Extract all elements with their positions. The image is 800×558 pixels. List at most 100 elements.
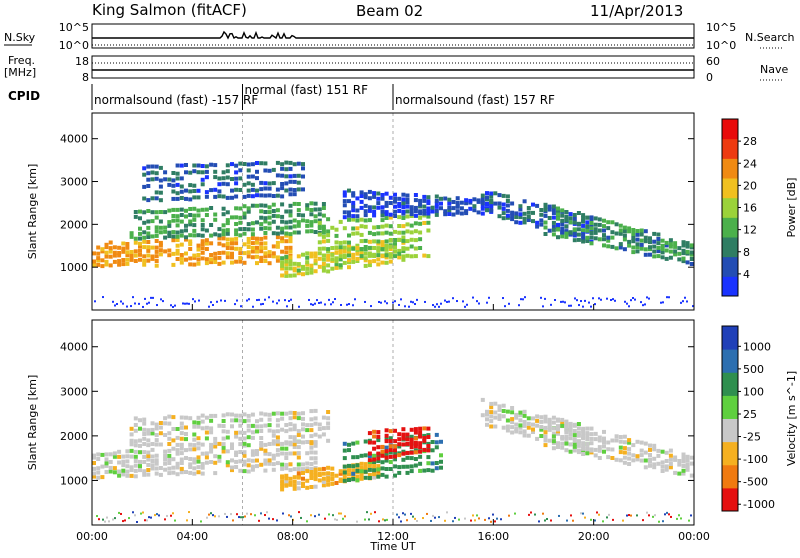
heatmap-cell [225,210,230,215]
heatmap-cell [464,201,469,206]
heatmap-cell [142,427,147,432]
heatmap-cell [112,253,117,258]
heatmap-cell [401,235,406,240]
heatmap-cell [309,208,314,212]
heatmap-cell [200,442,205,447]
heatmap-cell [250,412,255,417]
heatmap-cell [342,464,347,469]
heatmap-cell [543,418,548,423]
heatmap-cell [585,426,590,431]
heatmap-cell [309,445,314,450]
heatmap-cell [309,466,314,471]
heatmap-cell [284,160,289,165]
heatmap-cell [150,256,155,261]
heatmap-cell [589,218,594,223]
heatmap-cell [138,226,142,231]
heatmap-cell [602,449,606,454]
heatmap-cell [210,301,212,304]
heatmap-cell [668,462,673,466]
heatmap-cell [230,513,232,516]
heatmap-cell [489,419,494,424]
heatmap-cell [384,433,389,438]
heatmap-cell [188,462,193,467]
heatmap-cell [154,426,159,431]
heatmap-cell [372,470,377,475]
heatmap-cell [426,435,431,439]
heatmap-cell [592,297,594,300]
colorbar-tick-label: 20 [743,179,757,192]
heatmap-cell [376,445,381,450]
heatmap-cell [426,455,431,460]
heatmap-cell [158,425,163,430]
heatmap-cell [271,429,276,434]
heatmap-cell [138,257,142,262]
heatmap-cell [301,218,305,223]
heatmap-cell [602,228,606,233]
heatmap-cell [154,215,159,220]
heatmap-cell [267,442,272,446]
heatmap-cell [388,259,393,264]
heatmap-cell [363,462,368,467]
heatmap-cell [531,430,535,434]
heatmap-cell [92,251,96,256]
heatmap-cell [622,460,627,465]
heatmap-cell [635,454,640,459]
heatmap-cell [175,248,180,253]
heatmap-cell [255,424,259,429]
heatmap-cell [146,209,151,213]
heatmap-cell [455,209,460,214]
heatmap-cell [556,212,560,217]
heatmap-cell [489,401,494,406]
heatmap-cell [142,210,147,215]
heatmap-cell [184,302,186,305]
heatmap-cell [112,250,117,255]
heatmap-cell [250,203,255,208]
heatmap-cell [355,251,360,256]
heatmap-cell [685,244,690,249]
heatmap-cell [458,518,460,521]
heatmap-cell [242,260,247,265]
heatmap-cell [418,221,423,226]
heatmap-cell [418,441,423,446]
heatmap-cell [596,511,598,514]
heatmap-cell [356,520,358,523]
heatmap-cell [200,413,205,418]
heatmap-cell [250,162,255,167]
heatmap-cell [648,514,650,517]
heatmap-cell [632,296,634,299]
heatmap-cell [510,406,515,410]
heatmap-cell [96,258,101,263]
heatmap-cell [288,232,293,237]
heatmap-cell [438,305,440,308]
heatmap-cell [426,211,431,216]
heatmap-cell [351,208,356,213]
heatmap-cell [296,411,301,416]
heatmap-cell [238,233,243,238]
heatmap-cell [260,303,262,306]
heatmap-cell [622,440,627,445]
heatmap-cell [380,444,385,449]
heatmap-cell [108,465,113,470]
heatmap-cell [288,255,293,260]
heatmap-cell [409,450,414,455]
heatmap-cell [326,263,331,268]
heatmap-cell [439,439,443,444]
heatmap-cell [317,478,322,483]
heatmap-cell [388,231,393,236]
heatmap-cell [422,198,427,203]
heatmap-cell [393,229,397,234]
heatmap-cell [188,247,193,251]
heatmap-cell [267,186,272,191]
heatmap-cell [326,421,331,426]
heatmap-cell [234,246,239,251]
heatmap-cell [154,239,159,243]
heatmap-cell [196,163,201,168]
heatmap-cell [142,460,147,464]
heatmap-cell [589,221,594,225]
heatmap-cell [271,467,276,472]
heatmap-cell [292,415,297,420]
heatmap-cell [380,260,385,265]
heatmap-cell [547,438,552,443]
heatmap-cell [372,194,377,199]
heatmap-cell [384,244,389,249]
